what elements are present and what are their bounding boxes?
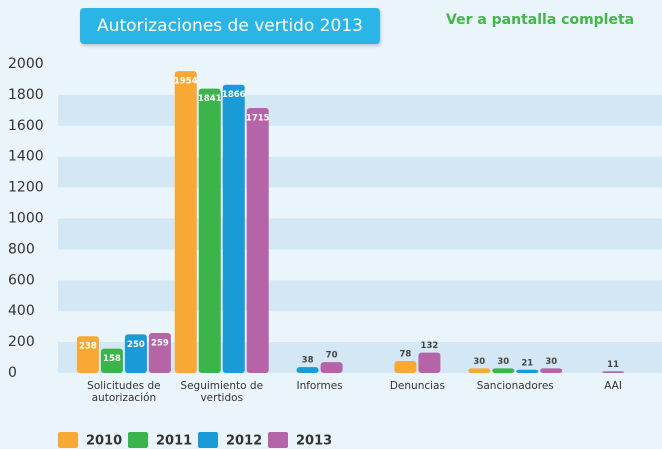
y-tick-label: 400 [8, 303, 35, 319]
legend-label: 2012 [226, 434, 262, 449]
value-label: 70 [326, 351, 338, 361]
value-label: 1841 [198, 94, 222, 104]
bar [100, 348, 123, 373]
value-label: 259 [151, 338, 169, 348]
bar [296, 367, 319, 373]
legend-swatch [198, 432, 218, 448]
value-label: 132 [421, 341, 439, 351]
x-tick-label: Seguimiento de vertidos [180, 380, 264, 404]
x-tick-label: Denuncias [389, 380, 445, 392]
bar [394, 360, 417, 373]
bar [516, 369, 539, 373]
bar [492, 368, 515, 373]
value-label: 1866 [222, 90, 246, 100]
value-label: 78 [399, 349, 411, 359]
value-label: 30 [545, 357, 557, 367]
grid-band [58, 218, 662, 250]
y-tick-label: 1600 [8, 118, 44, 134]
bar [246, 108, 269, 373]
grid-band [58, 94, 662, 126]
legend-label: 2010 [86, 434, 122, 449]
fullscreen-link[interactable]: Ver a pantalla completa [446, 12, 635, 28]
x-tick-label: AAI [604, 380, 622, 392]
value-label: 250 [127, 340, 145, 350]
x-tick-label: Sancionadores [476, 380, 554, 392]
value-label: 30 [473, 357, 485, 367]
y-tick-label: 800 [8, 241, 35, 257]
legend-swatch [58, 432, 78, 448]
value-label: 158 [103, 354, 121, 364]
y-tick-label: 200 [8, 334, 35, 350]
y-tick-label: 1000 [8, 211, 44, 227]
legend-label: 2011 [156, 434, 192, 449]
grid-band [58, 280, 662, 312]
legend-label: 2013 [296, 434, 332, 449]
y-tick-label: 0 [8, 365, 17, 381]
value-label: 11 [607, 360, 619, 370]
bar [148, 332, 171, 373]
bar [222, 84, 245, 373]
value-label: 1715 [246, 114, 270, 124]
chart-title: Autorizaciones de vertido 2013 [80, 8, 380, 44]
legend-swatch [268, 432, 288, 448]
bar [602, 371, 625, 373]
y-tick-label: 1400 [8, 149, 44, 165]
bar [198, 88, 221, 374]
bar [174, 71, 197, 374]
y-tick-label: 1800 [8, 87, 44, 103]
grid-band [58, 342, 662, 373]
x-tick-label: Informes [296, 380, 343, 392]
bar [124, 334, 147, 373]
bar [418, 352, 441, 373]
value-label: 21 [521, 358, 533, 368]
legend-swatch [128, 432, 148, 448]
x-tick-label: Solicitudes de autorización [87, 380, 161, 404]
y-tick-label: 2000 [8, 56, 44, 72]
grid-band [58, 156, 662, 188]
bar [540, 368, 563, 373]
bar [320, 362, 343, 373]
value-label: 238 [79, 342, 97, 352]
value-label: 30 [497, 357, 509, 367]
y-tick-label: 1200 [8, 180, 44, 196]
bar [76, 336, 99, 373]
y-tick-label: 600 [8, 272, 35, 288]
value-label: 1954 [174, 77, 198, 87]
bar [468, 368, 491, 373]
value-label: 38 [302, 356, 314, 366]
